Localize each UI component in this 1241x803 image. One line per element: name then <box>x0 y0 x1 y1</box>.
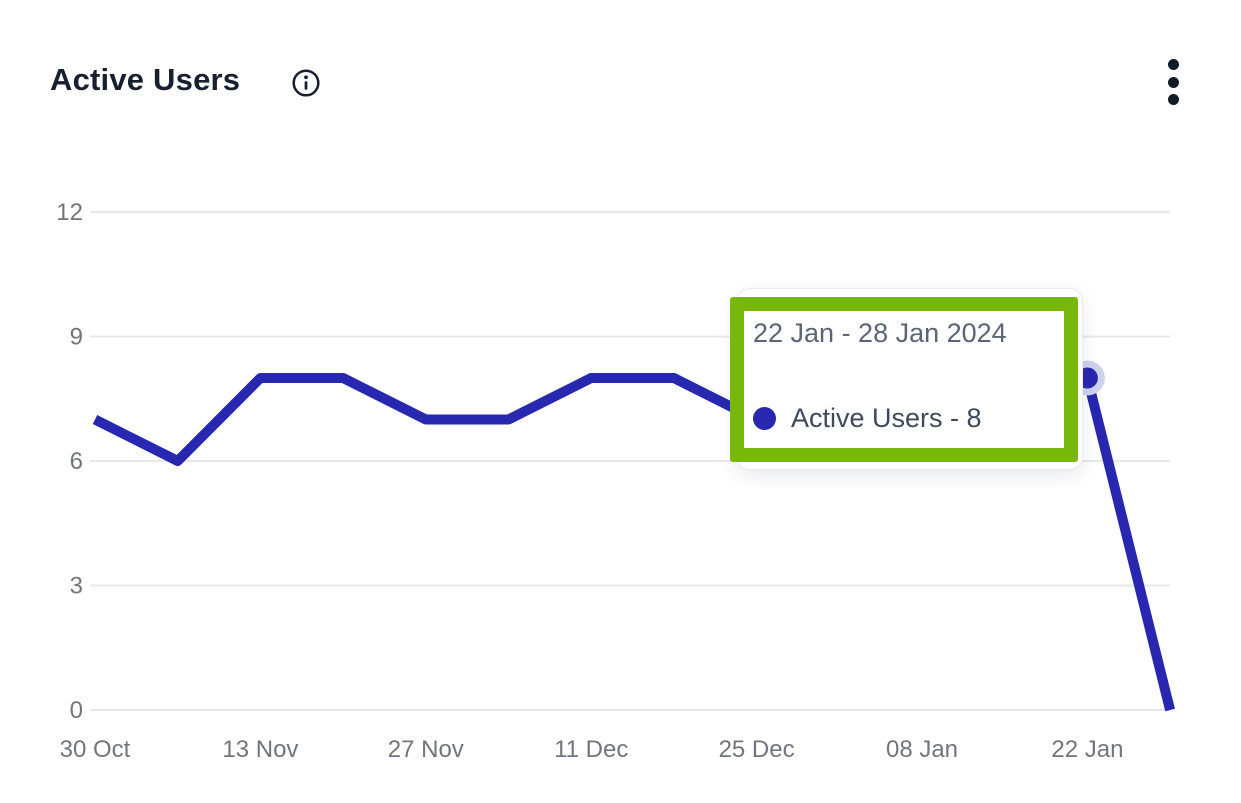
info-icon[interactable] <box>291 68 321 98</box>
x-tick-label: 22 Jan <box>1051 736 1123 763</box>
x-tick-label: 30 Oct <box>60 736 131 763</box>
page-title: Active Users <box>50 62 241 97</box>
y-tick-label: 12 <box>56 199 83 226</box>
x-tick-label: 25 Dec <box>719 736 795 763</box>
tooltip-highlight-box <box>730 297 1078 462</box>
y-tick-label: 6 <box>70 448 83 475</box>
kebab-dot <box>1167 76 1179 88</box>
kebab-menu-icon[interactable] <box>1166 59 1180 105</box>
x-tick-label: 11 Dec <box>554 736 628 763</box>
kebab-dot <box>1167 59 1179 70</box>
y-tick-label: 9 <box>70 324 83 351</box>
y-tick-label: 3 <box>70 573 83 600</box>
x-tick-label: 13 Nov <box>222 736 298 763</box>
kebab-dot <box>1167 94 1179 105</box>
tooltip-series-row: Active Users - 8 <box>753 403 982 434</box>
x-tick-label: 27 Nov <box>388 736 464 763</box>
y-tick-label: 0 <box>70 697 83 724</box>
tooltip-series-value: Active Users - 8 <box>791 403 982 433</box>
series-dot-icon <box>753 407 776 430</box>
chart-tooltip <box>736 288 1083 470</box>
x-tick-label: 08 Jan <box>886 736 958 763</box>
tooltip-date-range: 22 Jan - 28 Jan 2024 <box>753 318 1007 348</box>
